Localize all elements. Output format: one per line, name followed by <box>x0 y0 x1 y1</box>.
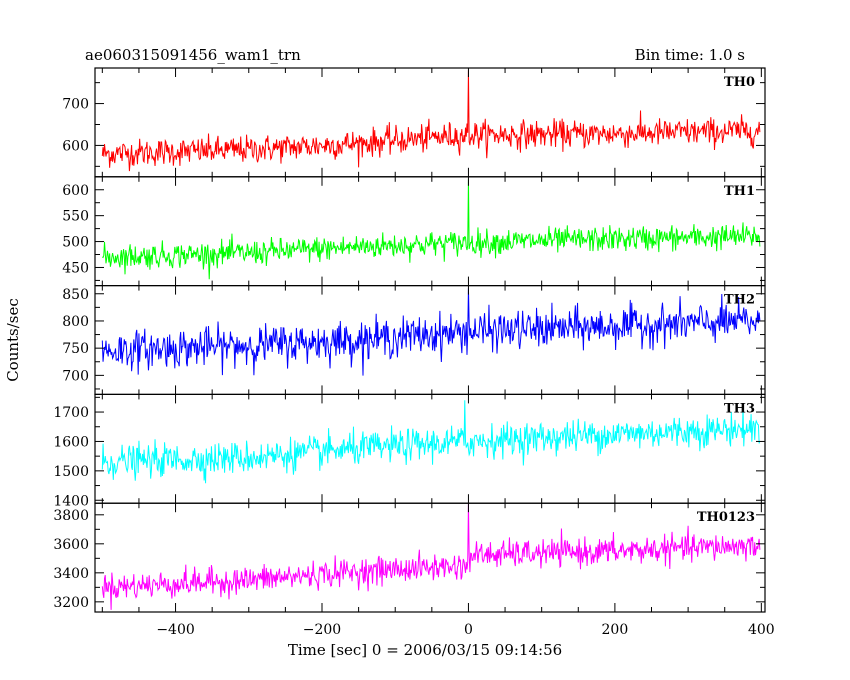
y-tick-label: 600 <box>62 138 89 154</box>
panel-label-th0123: TH0123 <box>697 510 755 525</box>
y-tick-label: 3800 <box>53 508 89 524</box>
figure-title: ae060315091456_wam1_trn <box>85 46 301 64</box>
y-tick-label: 700 <box>62 97 89 113</box>
y-tick-label: 800 <box>62 314 89 330</box>
y-tick-label: 1700 <box>53 405 89 421</box>
y-tick-label: 550 <box>62 209 89 225</box>
y-tick-label: 600 <box>62 183 89 199</box>
y-tick-label: 1600 <box>53 434 89 450</box>
x-tick-label: −400 <box>156 622 194 638</box>
y-tick-label: 1500 <box>53 464 89 480</box>
y-tick-label: 750 <box>62 341 89 357</box>
panel-label-th0: TH0 <box>724 75 755 90</box>
series-th0 <box>101 70 761 172</box>
x-axis: −400 −200 0 200 400 <box>156 622 774 638</box>
series-th0123 <box>101 503 761 610</box>
panel-frame-th0123 <box>94 502 766 613</box>
panel-frame-th3 <box>94 393 766 504</box>
panel-label-th2: TH2 <box>724 293 755 308</box>
y-tick-label: 700 <box>62 368 89 384</box>
panel-th0123: 3200 3400 3600 3800 TH0123 <box>53 502 766 613</box>
series-th3 <box>101 400 761 484</box>
x-tick-label: −200 <box>303 622 341 638</box>
series-th2 <box>101 288 761 376</box>
y-tick-label: 3200 <box>53 595 89 611</box>
y-tick-label: 450 <box>62 260 89 276</box>
panels-group: 600 700 TH0 450 500 550 600 TH1 700 750 800 850 TH2 1… <box>53 67 766 613</box>
panel-th0: 600 700 TH0 <box>62 67 766 178</box>
y-tick-label: 3400 <box>53 566 89 582</box>
y-tick-label: 1400 <box>53 493 89 509</box>
panel-label-th3: TH3 <box>724 401 755 416</box>
y-tick-label: 3600 <box>53 537 89 553</box>
y-tick-label: 500 <box>62 235 89 251</box>
series-th1 <box>102 179 761 280</box>
x-axis-label: Time [sec] 0 = 2006/03/15 09:14:56 <box>288 641 562 659</box>
panel-th1: 450 500 550 600 TH1 <box>62 176 766 287</box>
panel-th2: 700 750 800 850 TH2 <box>62 285 766 396</box>
y-tick-label: 850 <box>62 287 89 303</box>
x-tick-label: 200 <box>602 622 629 638</box>
x-tick-label: 0 <box>464 622 473 638</box>
panel-frame-th1 <box>94 176 766 287</box>
panel-label-th1: TH1 <box>724 184 755 199</box>
bin-time-label: Bin time: 1.0 s <box>635 46 745 64</box>
y-axis-label: Counts/sec <box>4 298 22 382</box>
panel-th3: 1400 1500 1600 1700 TH3 <box>53 393 766 509</box>
x-tick-label: 400 <box>748 622 775 638</box>
